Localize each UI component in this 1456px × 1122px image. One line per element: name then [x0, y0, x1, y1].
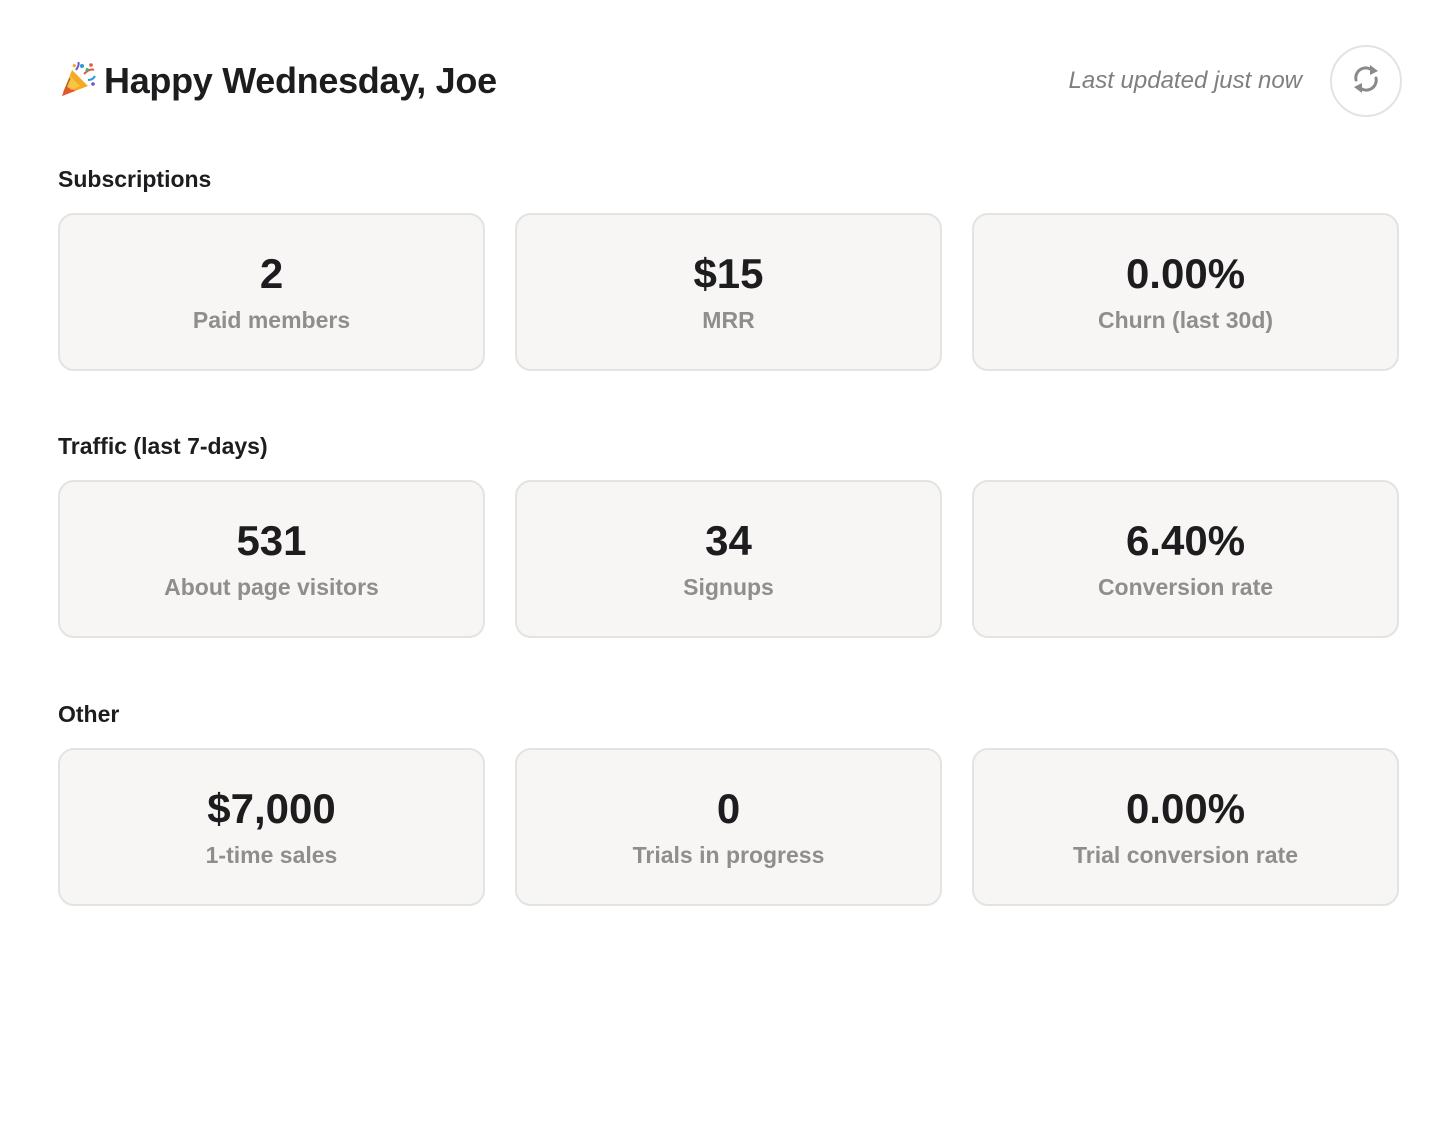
metric-value: $7,000	[207, 785, 336, 832]
greeting-title: Happy Wednesday, Joe	[104, 60, 497, 101]
header: Happy Wednesday, Joe Last updated just n…	[58, 44, 1402, 118]
metric-cards: $7,000 1-time sales 0 Trials in progress…	[58, 748, 1400, 906]
metric-card-conversion-rate: 6.40% Conversion rate	[972, 480, 1399, 638]
metric-card-mrr: $15 MRR	[515, 213, 942, 371]
metric-card-paid-members: 2 Paid members	[58, 213, 485, 371]
last-updated-text: Last updated just now	[1068, 67, 1303, 94]
section-other: Other $7,000 1-time sales 0 Trials in pr…	[58, 698, 1400, 906]
section-title: Other	[58, 701, 120, 727]
metric-card-trials-in-progress: 0 Trials in progress	[515, 748, 942, 906]
metric-card-one-time-sales: $7,000 1-time sales	[58, 748, 485, 906]
metric-label: 1-time sales	[205, 842, 338, 868]
metric-label: Churn (last 30d)	[1097, 307, 1274, 333]
metric-label: MRR	[702, 307, 755, 333]
metric-value: 34	[705, 517, 752, 564]
refresh-icon	[1351, 62, 1381, 101]
metric-label: Trial conversion rate	[1073, 842, 1298, 868]
greeting: Happy Wednesday, Joe	[58, 60, 497, 102]
metric-value: 531	[236, 517, 307, 564]
metric-card-trial-conversion-rate: 0.00% Trial conversion rate	[972, 748, 1399, 906]
section-title: Subscriptions	[58, 166, 212, 192]
metric-cards: 2 Paid members $15 MRR 0.00% Churn (last…	[58, 213, 1400, 371]
section-title: Traffic (last 7-days)	[58, 433, 268, 459]
section-subscriptions: Subscriptions 2 Paid members $15 MRR 0.0…	[58, 163, 1400, 371]
header-actions: Last updated just now	[1068, 45, 1402, 117]
metric-label: About page visitors	[164, 574, 379, 600]
party-popper-icon	[58, 61, 96, 100]
metric-value: 2	[259, 250, 284, 297]
section-traffic: Traffic (last 7-days) 531 About page vis…	[58, 430, 1400, 638]
metric-label: Signups	[683, 574, 774, 600]
metric-card-signups: 34 Signups	[515, 480, 942, 638]
metric-value: 0.00%	[1125, 250, 1246, 297]
refresh-button[interactable]	[1330, 45, 1402, 117]
metric-value: 6.40%	[1125, 517, 1246, 564]
metric-label: Trials in progress	[632, 842, 825, 868]
metric-value: $15	[693, 250, 764, 297]
metric-label: Conversion rate	[1097, 574, 1274, 600]
metric-cards: 531 About page visitors 34 Signups 6.40%…	[58, 480, 1400, 638]
metric-label: Paid members	[192, 307, 351, 333]
metric-card-churn: 0.00% Churn (last 30d)	[972, 213, 1399, 371]
metric-value: 0	[716, 785, 741, 832]
metric-value: 0.00%	[1125, 785, 1246, 832]
metric-card-about-page-visitors: 531 About page visitors	[58, 480, 485, 638]
